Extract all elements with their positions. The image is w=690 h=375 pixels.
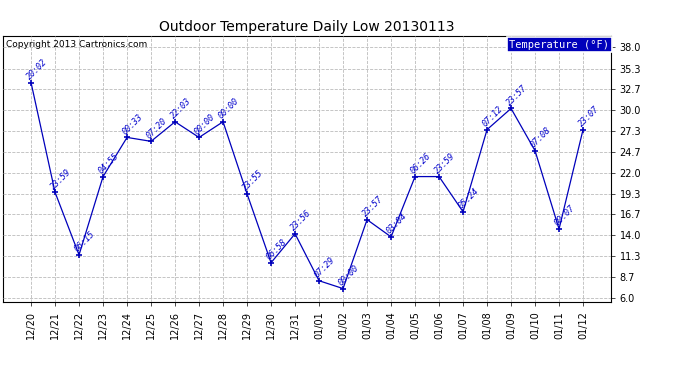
Text: 07:08: 07:08 (529, 126, 553, 150)
Text: 23:57: 23:57 (504, 83, 529, 107)
Text: 06:58: 06:58 (265, 237, 288, 261)
Text: 03:04: 03:04 (385, 211, 408, 236)
Text: 00:00: 00:00 (193, 112, 217, 136)
Text: 07:12: 07:12 (481, 104, 504, 128)
Text: Copyright 2013 Cartronics.com: Copyright 2013 Cartronics.com (6, 40, 148, 49)
Text: 23:56: 23:56 (288, 209, 313, 232)
Text: 06:15: 06:15 (72, 230, 97, 254)
Text: 06:26: 06:26 (408, 152, 433, 176)
Text: 23:59: 23:59 (49, 167, 72, 191)
Text: 22:03: 22:03 (168, 96, 193, 121)
Text: 04:55: 04:55 (97, 152, 121, 176)
Text: 00:00: 00:00 (337, 263, 361, 287)
Text: 00:07: 00:07 (553, 204, 577, 228)
Text: 23:55: 23:55 (241, 169, 265, 193)
Text: 07:29: 07:29 (313, 255, 337, 279)
Text: 00:33: 00:33 (121, 112, 145, 136)
Text: 00:00: 00:00 (217, 96, 241, 121)
Title: Outdoor Temperature Daily Low 20130113: Outdoor Temperature Daily Low 20130113 (159, 21, 455, 34)
Text: 23:57: 23:57 (361, 194, 385, 219)
Text: 20:02: 20:02 (25, 57, 49, 81)
Text: 23:07: 23:07 (577, 104, 601, 128)
Text: 07:20: 07:20 (145, 116, 169, 140)
Text: Temperature (°F): Temperature (°F) (509, 40, 609, 50)
Text: 05:24: 05:24 (457, 187, 481, 211)
Text: 23:59: 23:59 (433, 152, 457, 176)
